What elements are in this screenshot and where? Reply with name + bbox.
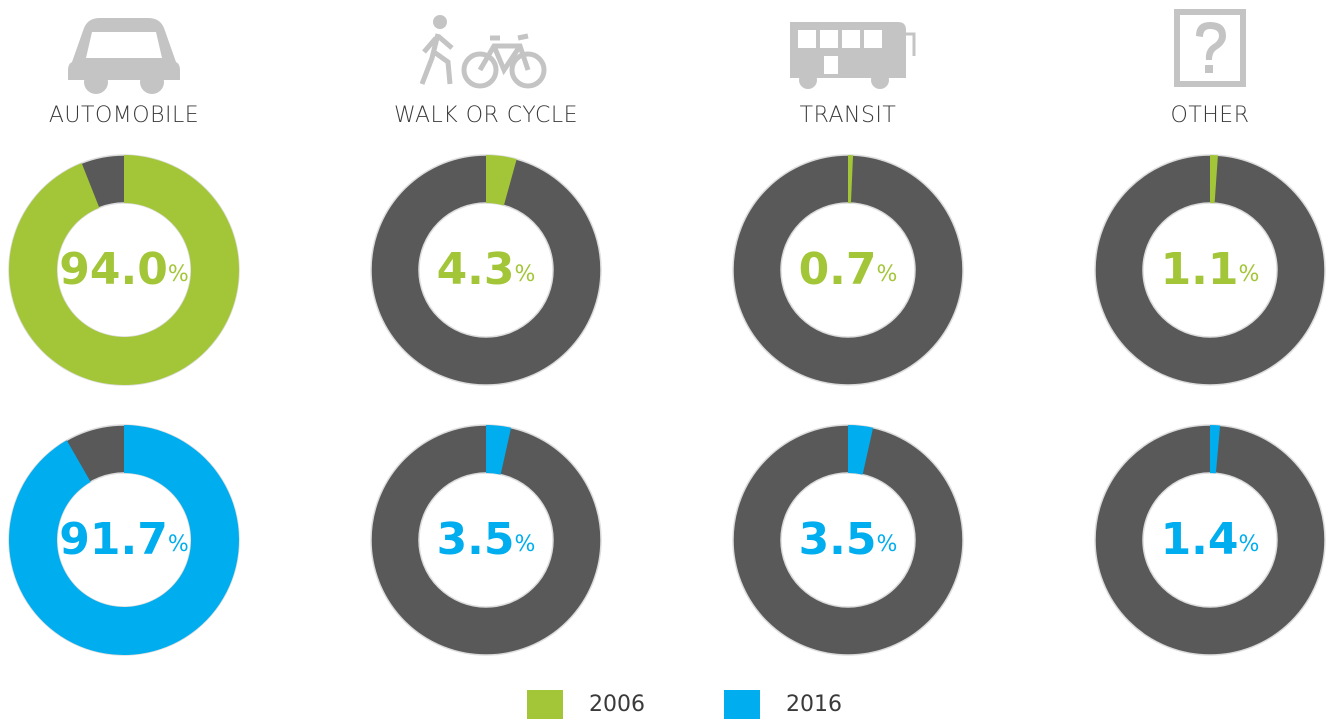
donut-segment (848, 425, 874, 475)
legend-label: 2016 (786, 692, 842, 717)
other-icon (1174, 9, 1246, 87)
donut-track (370, 424, 602, 656)
donut-track (732, 154, 964, 386)
value-label: 3.5% (799, 514, 898, 565)
bus-icon (790, 22, 916, 89)
donut-segment (848, 155, 854, 204)
donut-track (370, 154, 602, 386)
legend-label: 2006 (589, 692, 645, 717)
donut-track (1094, 424, 1326, 656)
category-label: OTHER (1171, 103, 1250, 128)
walk-cycle-icon (419, 15, 547, 89)
value-label: 1.4% (1161, 514, 1260, 565)
donut-segment (1210, 425, 1221, 474)
value-label: 0.7% (799, 244, 898, 295)
donut-track (732, 424, 964, 656)
value-label: 1.1% (1161, 244, 1260, 295)
donut-segment (486, 155, 517, 206)
donut-track (1094, 154, 1326, 386)
value-label: 4.3% (437, 244, 536, 295)
donut-segment (8, 155, 239, 386)
category-label: AUTOMOBILE (49, 103, 199, 128)
donut-segment (9, 425, 239, 655)
legend-swatch (724, 690, 760, 719)
car-icon (68, 18, 180, 94)
donut-segment (1210, 155, 1218, 204)
legend-swatch (527, 690, 563, 719)
category-label: WALK OR CYCLE (394, 103, 578, 128)
value-label: 3.5% (437, 514, 536, 565)
value-label: 94.0% (59, 244, 188, 295)
value-label: 91.7% (59, 514, 188, 565)
category-label: TRANSIT (800, 103, 897, 128)
donut-segment (486, 425, 512, 475)
